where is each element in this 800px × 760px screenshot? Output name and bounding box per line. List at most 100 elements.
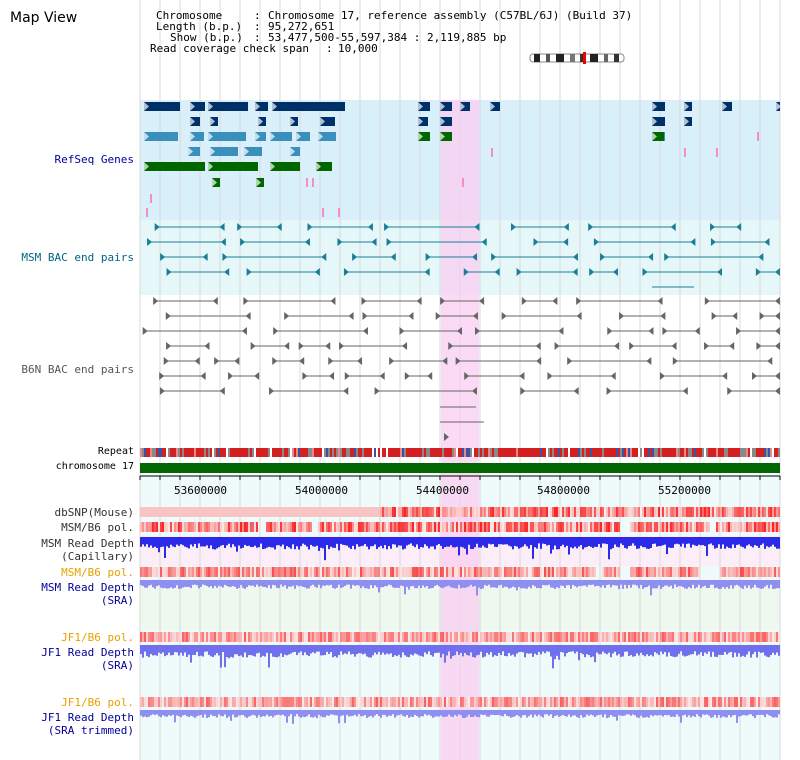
repeat-segment — [724, 448, 726, 457]
depth-bar — [292, 645, 294, 653]
depth-bar — [758, 645, 760, 652]
depth-bar — [588, 537, 590, 546]
axis-tick-label: 53600000 — [174, 484, 227, 497]
depth-bar — [664, 580, 666, 586]
repeat-segment — [172, 448, 174, 457]
depth-bar — [728, 580, 730, 589]
depth-bar — [396, 537, 398, 548]
repeat-segment — [602, 448, 604, 457]
depth-bar — [556, 580, 558, 588]
heat-cell — [328, 522, 330, 532]
depth-bar — [458, 645, 460, 655]
depth-bar — [456, 645, 458, 652]
heat-cell — [460, 507, 462, 517]
depth-bar — [644, 537, 646, 548]
heat-cell — [270, 567, 272, 577]
heat-cell — [602, 522, 604, 532]
heat-cell — [676, 507, 678, 517]
msm-depth-cap-label-1[interactable]: MSM Read Depth — [41, 537, 134, 550]
depth-bar — [584, 537, 586, 548]
repeat-segment — [638, 448, 640, 457]
heat-cell — [456, 632, 458, 642]
heat-cell — [588, 522, 590, 532]
msm-depth-sra-label-1[interactable]: MSM Read Depth — [41, 581, 134, 594]
repeat-label[interactable]: Repeat — [97, 446, 134, 457]
depth-bar — [496, 645, 498, 656]
depth-bar — [490, 537, 492, 545]
depth-bar — [188, 580, 190, 587]
jf1-trim-label-1[interactable]: JF1 Read Depth — [41, 711, 134, 724]
chromosome-ideogram[interactable] — [528, 52, 628, 64]
repeat-segment — [220, 448, 222, 457]
heat-cell — [322, 697, 324, 707]
heat-cell — [642, 632, 644, 642]
depth-bar — [568, 580, 570, 586]
heat-cell — [504, 697, 506, 707]
heat-cell — [308, 697, 310, 707]
refseq-genes-label[interactable]: RefSeq Genes — [54, 153, 134, 166]
depth-bar — [192, 645, 194, 655]
jf1-pol-trim-label[interactable]: JF1/B6 pol. — [61, 696, 134, 709]
bac-end — [371, 238, 377, 246]
depth-bar — [366, 580, 368, 589]
heat-cell — [776, 632, 778, 642]
depth-bar — [434, 645, 436, 654]
depth-bar — [746, 580, 748, 588]
depth-bar — [444, 580, 446, 588]
msm-bac-label[interactable]: MSM BAC end pairs — [21, 251, 134, 264]
heat-cell — [158, 522, 160, 532]
depth-bar — [236, 580, 238, 589]
b6n-bac-label[interactable]: B6N BAC end pairs — [21, 363, 134, 376]
msm-pol-sra-label[interactable]: MSM/B6 pol. — [61, 566, 134, 579]
depth-bar — [440, 645, 442, 658]
heat-cell — [684, 507, 686, 517]
depth-bar — [668, 580, 670, 587]
heat-cell — [152, 567, 154, 577]
heat-cell — [188, 522, 190, 532]
depth-bar — [288, 537, 290, 548]
depth-bar — [148, 645, 150, 658]
heat-cell — [292, 567, 294, 577]
depth-bar — [168, 537, 170, 548]
repeat-segment — [660, 448, 662, 457]
heat-cell — [738, 632, 740, 642]
heat-cell — [464, 697, 466, 707]
heat-cell — [726, 632, 728, 642]
jf1-depth-label-1[interactable]: JF1 Read Depth — [41, 646, 134, 659]
chromosome-label-track[interactable]: chromosome 17 — [55, 461, 134, 472]
jf1-pol-label[interactable]: JF1/B6 pol. — [61, 631, 134, 644]
depth-bar — [682, 580, 684, 588]
depth-bar — [718, 537, 720, 545]
depth-bar — [224, 710, 226, 715]
heat-cell — [614, 567, 616, 577]
repeat-segment — [348, 448, 350, 457]
msm-pol-label[interactable]: MSM/B6 pol. — [61, 521, 134, 534]
heat-cell — [436, 522, 438, 532]
depth-bar — [300, 580, 302, 586]
heat-cell — [772, 507, 774, 517]
depth-bar — [498, 537, 500, 545]
repeat-segment — [160, 448, 162, 457]
depth-bar — [306, 537, 308, 547]
depth-bar — [154, 710, 156, 716]
heat-cell — [224, 567, 226, 577]
gene-block — [188, 147, 200, 156]
depth-bar — [314, 645, 316, 654]
bac-end — [767, 357, 773, 365]
heat-cell — [578, 632, 580, 642]
depth-bar — [746, 710, 748, 716]
depth-bar — [240, 710, 242, 716]
bac-end — [384, 223, 390, 231]
heat-cell — [420, 567, 422, 577]
bac-end — [427, 372, 433, 380]
bac-end — [166, 268, 172, 276]
depth-bar — [548, 645, 550, 652]
heat-cell — [698, 567, 700, 577]
depth-bar — [616, 645, 618, 656]
dbsnp-label[interactable]: dbSNP(Mouse) — [54, 506, 134, 519]
length-value: 95,272,651 — [268, 20, 335, 33]
heat-cell — [706, 522, 708, 532]
heat-cell — [596, 632, 598, 642]
depth-bar — [302, 537, 304, 544]
